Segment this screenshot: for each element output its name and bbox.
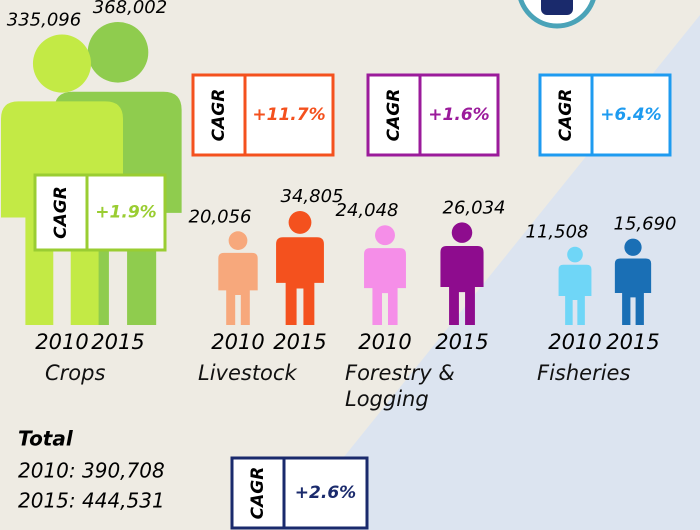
total-line: 2010: 390,708	[18, 459, 165, 483]
category-label: Livestock	[198, 361, 297, 385]
value-label: 368,002	[93, 0, 167, 18]
value-label: 11,508	[526, 222, 589, 243]
person-icon	[276, 211, 324, 325]
person-icon	[218, 231, 258, 325]
year-label: 2010	[35, 330, 88, 354]
category-label: Fisheries	[537, 361, 631, 385]
cagr-label: CAGR	[556, 89, 576, 142]
logo-icon	[541, 0, 573, 15]
year-label: 2010	[211, 330, 264, 354]
cagr-label: CAGR	[248, 467, 268, 520]
value-label: 26,034	[443, 197, 506, 218]
category-label: Forestry & Logging	[345, 361, 455, 411]
cagr-box	[538, 73, 672, 157]
cagr-value: +6.4%	[600, 105, 661, 125]
cagr-box	[191, 73, 335, 157]
cagr-box	[230, 456, 369, 530]
total-title: Total	[18, 427, 74, 451]
cagr-label: CAGR	[384, 89, 404, 142]
value-label: 34,805	[281, 186, 344, 207]
value-label: 24,048	[336, 200, 399, 221]
value-label: 15,690	[614, 214, 677, 235]
year-label: 2010	[358, 330, 411, 354]
cagr-label: CAGR	[51, 186, 71, 239]
cagr-value: +1.6%	[428, 105, 489, 125]
person-icon	[364, 225, 406, 325]
year-label: 2015	[273, 330, 326, 354]
person-icon	[440, 222, 484, 325]
year-label: 2015	[91, 330, 144, 354]
year-label: 2015	[606, 330, 659, 354]
year-label: 2010	[548, 330, 601, 354]
cagr-value: +11.7%	[252, 105, 325, 125]
person-icon	[614, 238, 652, 325]
value-label: 335,096	[7, 10, 81, 31]
category-label: Crops	[45, 361, 106, 385]
person-icon	[558, 246, 592, 325]
cagr-box	[33, 173, 167, 252]
total-line: 2015: 444,531	[18, 489, 165, 513]
cagr-box	[366, 73, 500, 157]
cagr-value: +2.6%	[295, 483, 356, 503]
value-label: 20,056	[189, 206, 252, 227]
cagr-value: +1.9%	[95, 203, 156, 223]
cagr-label: CAGR	[209, 89, 229, 142]
year-label: 2015	[435, 330, 488, 354]
